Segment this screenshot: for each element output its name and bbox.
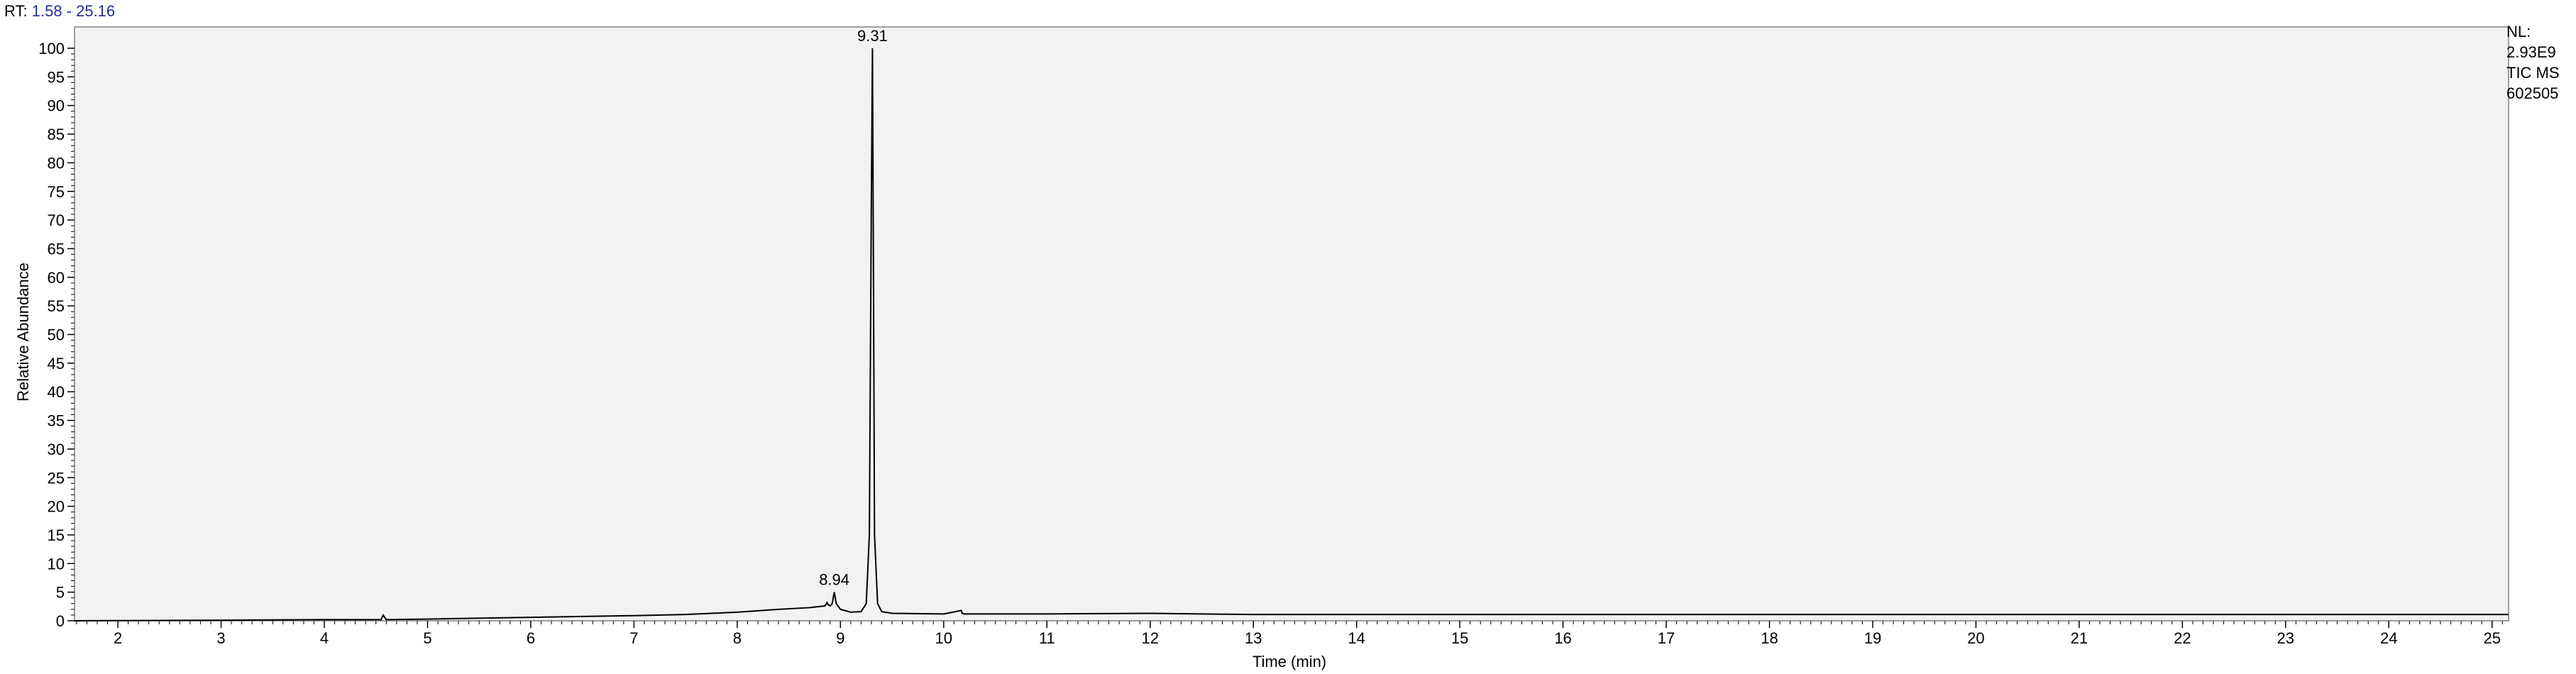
y-tick-label: 85 bbox=[48, 126, 65, 143]
scan-info-panel: NL: 2.93E9 TIC MS 602505 bbox=[2506, 21, 2560, 104]
x-tick-label: 2 bbox=[114, 629, 122, 647]
x-tick-label: 5 bbox=[423, 629, 431, 647]
x-axis: 2 3 4 5 6 7 8 9 10 11 12 13 14 15 16 17 18 19 20 21 22 23 24 25 bbox=[76, 621, 2503, 647]
x-tick-label: 10 bbox=[935, 629, 952, 647]
peak-label: 9.31 bbox=[857, 27, 888, 45]
x-tick-label: 9 bbox=[836, 629, 844, 647]
y-tick-label: 35 bbox=[48, 412, 65, 430]
y-tick-label: 5 bbox=[56, 584, 65, 602]
x-tick-label: 21 bbox=[2071, 629, 2088, 647]
rt-range-value: 1.58 - 25.16 bbox=[31, 2, 116, 20]
y-tick-label: 55 bbox=[48, 297, 65, 315]
y-tick-label: 90 bbox=[48, 97, 65, 115]
y-tick-label: 40 bbox=[48, 383, 65, 401]
y-tick-label: 100 bbox=[38, 40, 65, 57]
scan-type: TIC MS bbox=[2506, 64, 2560, 82]
y-tick-label: 65 bbox=[48, 240, 65, 258]
nl-value: 2.93E9 bbox=[2506, 43, 2556, 61]
x-tick-label: 7 bbox=[629, 629, 638, 647]
y-axis-title: Relative Abundance bbox=[14, 263, 32, 402]
x-tick-label: 19 bbox=[1864, 629, 1881, 647]
y-tick-label: 80 bbox=[48, 154, 65, 172]
rt-prefix: RT: bbox=[4, 2, 28, 20]
y-tick-label: 10 bbox=[48, 555, 65, 573]
x-tick-label: 17 bbox=[1658, 629, 1675, 647]
x-tick-label: 13 bbox=[1245, 629, 1262, 647]
y-tick-label: 30 bbox=[48, 441, 65, 458]
nl-label: NL: bbox=[2506, 23, 2531, 40]
x-tick-label: 14 bbox=[1348, 629, 1365, 647]
x-tick-label: 23 bbox=[2277, 629, 2294, 647]
tic-trace bbox=[74, 48, 2509, 621]
x-axis-title: Time (min) bbox=[1253, 653, 1326, 670]
y-tick-label: 50 bbox=[48, 326, 65, 344]
y-tick-label: 75 bbox=[48, 183, 65, 201]
x-tick-label: 12 bbox=[1141, 629, 1158, 647]
x-tick-label: 15 bbox=[1451, 629, 1468, 647]
y-tick-label: 20 bbox=[48, 498, 65, 516]
sample-id: 602505 bbox=[2506, 84, 2559, 102]
x-tick-label: 6 bbox=[527, 629, 535, 647]
peak-annotations: 9.31 8.94 bbox=[819, 27, 888, 589]
x-tick-label: 24 bbox=[2380, 629, 2397, 647]
plot-area bbox=[74, 26, 2509, 621]
x-tick-label: 25 bbox=[2483, 629, 2500, 647]
y-tick-label: 60 bbox=[48, 269, 65, 287]
x-tick-label: 4 bbox=[320, 629, 329, 647]
x-tick-label: 18 bbox=[1761, 629, 1778, 647]
y-axis: 0 5 10 15 20 25 30 35 40 45 50 55 60 65 70 75 80 85 90 95 10… bbox=[38, 40, 75, 630]
y-tick-label: 95 bbox=[48, 68, 65, 86]
rt-range-label: RT: 1.58 - 25.16 bbox=[4, 2, 115, 21]
y-tick-label: 45 bbox=[48, 355, 65, 372]
peak-label: 8.94 bbox=[819, 571, 849, 589]
x-tick-label: 22 bbox=[2174, 629, 2191, 647]
x-tick-label: 3 bbox=[216, 629, 225, 647]
y-tick-label: 70 bbox=[48, 211, 65, 229]
x-tick-label: 11 bbox=[1039, 629, 1055, 647]
y-tick-label: 15 bbox=[48, 526, 65, 544]
y-tick-label: 25 bbox=[48, 469, 65, 487]
x-tick-label: 8 bbox=[733, 629, 742, 647]
y-tick-label: 0 bbox=[56, 612, 65, 630]
x-tick-label: 20 bbox=[1967, 629, 1984, 647]
x-tick-label: 16 bbox=[1554, 629, 1571, 647]
